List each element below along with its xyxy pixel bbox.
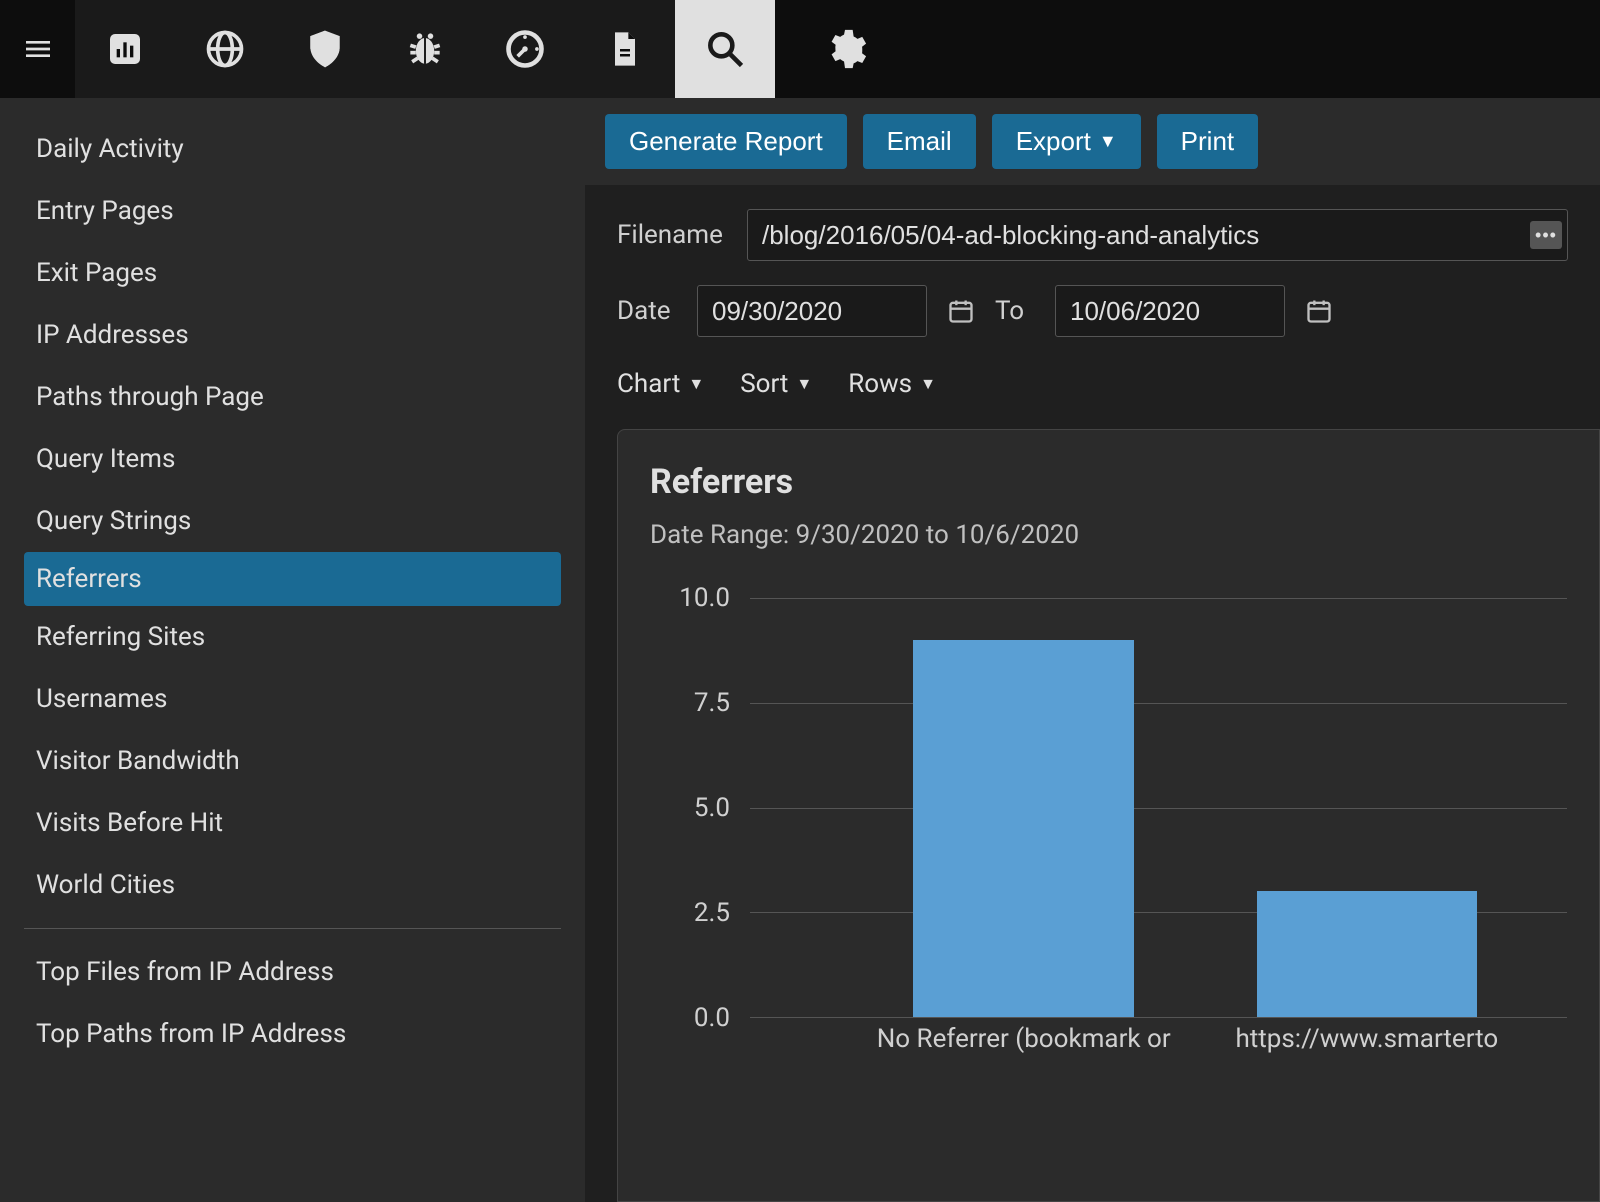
sidebar-item-entry-pages[interactable]: Entry Pages bbox=[0, 180, 585, 242]
rows-dropdown[interactable]: Rows ▼ bbox=[848, 369, 936, 399]
bar bbox=[1257, 891, 1478, 1017]
sidebar-divider bbox=[24, 928, 561, 929]
calendar-icon[interactable] bbox=[947, 297, 975, 325]
main-content: Generate Report Email Export ▼ Print Fil… bbox=[585, 98, 1600, 1202]
chart-subtitle: Date Range: 9/30/2020 to 10/6/2020 bbox=[650, 520, 1567, 550]
topbar bbox=[0, 0, 1600, 98]
tab-document-icon[interactable] bbox=[575, 0, 675, 98]
menu-icon[interactable] bbox=[0, 0, 75, 98]
sidebar-item-exit-pages[interactable]: Exit Pages bbox=[0, 242, 585, 304]
filename-label: Filename bbox=[617, 220, 727, 250]
tab-search-icon[interactable] bbox=[675, 0, 775, 98]
browse-icon[interactable]: ••• bbox=[1530, 221, 1562, 249]
tab-shield-icon[interactable] bbox=[275, 0, 375, 98]
chevron-down-icon: ▼ bbox=[1099, 131, 1117, 152]
action-bar: Generate Report Email Export ▼ Print bbox=[585, 98, 1600, 185]
sidebar-item-query-strings[interactable]: Query Strings bbox=[0, 490, 585, 552]
x-label: https://www.smarterto bbox=[1235, 1024, 1498, 1054]
tab-bug-icon[interactable] bbox=[375, 0, 475, 98]
sidebar-item-referring-sites[interactable]: Referring Sites bbox=[0, 606, 585, 668]
export-label: Export bbox=[1016, 126, 1091, 157]
print-button[interactable]: Print bbox=[1157, 114, 1258, 169]
y-tick: 7.5 bbox=[694, 688, 730, 718]
y-axis: 0.02.55.07.510.0 bbox=[650, 598, 740, 1018]
sidebar-item-visits-before-hit[interactable]: Visits Before Hit bbox=[0, 792, 585, 854]
date-from-input[interactable] bbox=[697, 285, 927, 337]
generate-report-button[interactable]: Generate Report bbox=[605, 114, 847, 169]
y-tick: 0.0 bbox=[694, 1003, 730, 1033]
sidebar-item-top-files-ip[interactable]: Top Files from IP Address bbox=[0, 941, 585, 1003]
sidebar-item-ip-addresses[interactable]: IP Addresses bbox=[0, 304, 585, 366]
chart-area: 0.02.55.07.510.0 No Referrer (bookmark o… bbox=[750, 598, 1567, 1078]
chevron-down-icon: ▼ bbox=[920, 374, 936, 394]
rows-dropdown-label: Rows bbox=[848, 369, 912, 399]
chart-dropdown-label: Chart bbox=[617, 369, 680, 399]
sort-dropdown-label: Sort bbox=[740, 369, 788, 399]
sort-dropdown[interactable]: Sort ▼ bbox=[740, 369, 812, 399]
to-label: To bbox=[995, 296, 1035, 326]
sidebar-item-world-cities[interactable]: World Cities bbox=[0, 854, 585, 916]
y-tick: 2.5 bbox=[694, 898, 730, 928]
chevron-down-icon: ▼ bbox=[688, 374, 704, 394]
gridline bbox=[750, 703, 1567, 704]
filter-bar: Filename ••• Date To C bbox=[585, 185, 1600, 417]
filename-input[interactable] bbox=[747, 209, 1568, 261]
chevron-down-icon: ▼ bbox=[796, 374, 812, 394]
gridline bbox=[750, 598, 1567, 599]
sidebar-item-paths[interactable]: Paths through Page bbox=[0, 366, 585, 428]
tab-compass-icon[interactable] bbox=[475, 0, 575, 98]
plot bbox=[750, 598, 1567, 1018]
tab-globe-icon[interactable] bbox=[175, 0, 275, 98]
settings-icon[interactable] bbox=[795, 0, 895, 98]
export-button[interactable]: Export ▼ bbox=[992, 114, 1141, 169]
sidebar-item-visitor-bandwidth[interactable]: Visitor Bandwidth bbox=[0, 730, 585, 792]
x-label: No Referrer (bookmark or bbox=[877, 1024, 1171, 1054]
bar bbox=[913, 640, 1134, 1017]
tab-chart-icon[interactable] bbox=[75, 0, 175, 98]
sidebar-item-referrers[interactable]: Referrers bbox=[24, 552, 561, 606]
chart-dropdown[interactable]: Chart ▼ bbox=[617, 369, 704, 399]
calendar-icon[interactable] bbox=[1305, 297, 1333, 325]
y-tick: 10.0 bbox=[679, 583, 730, 613]
gridline bbox=[750, 808, 1567, 809]
x-axis: No Referrer (bookmark or https://www.smar… bbox=[750, 1018, 1567, 1078]
topnav-tabs bbox=[75, 0, 775, 98]
chart-title: Referrers bbox=[650, 462, 1567, 502]
date-label: Date bbox=[617, 296, 677, 326]
chart-card: Referrers Date Range: 9/30/2020 to 10/6/… bbox=[617, 429, 1600, 1202]
sidebar: Daily Activity Entry Pages Exit Pages IP… bbox=[0, 98, 585, 1202]
date-to-input[interactable] bbox=[1055, 285, 1285, 337]
y-tick: 5.0 bbox=[694, 793, 730, 823]
sidebar-item-query-items[interactable]: Query Items bbox=[0, 428, 585, 490]
sidebar-item-usernames[interactable]: Usernames bbox=[0, 668, 585, 730]
sidebar-item-top-paths-ip[interactable]: Top Paths from IP Address bbox=[0, 1003, 585, 1065]
email-button[interactable]: Email bbox=[863, 114, 976, 169]
sidebar-item-daily-activity[interactable]: Daily Activity bbox=[0, 118, 585, 180]
